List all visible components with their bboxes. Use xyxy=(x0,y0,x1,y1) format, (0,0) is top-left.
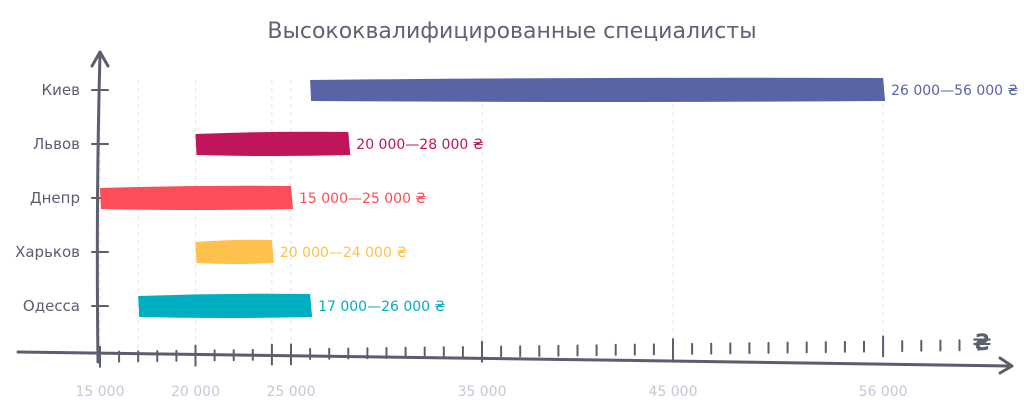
y-axis-arrow xyxy=(90,50,110,68)
range-bars xyxy=(100,77,886,318)
category-label-4: Одесса xyxy=(23,297,80,315)
labels: 15 000 20 000 25 000 35 000 45 000 56 000 Киев… xyxy=(15,81,1018,400)
range-label-3: 20 000—24 000 ₴ xyxy=(280,245,407,261)
range-label-4: 17 000—26 000 ₴ xyxy=(318,299,445,315)
category-label-2: Днепр xyxy=(30,189,80,207)
grid-lines xyxy=(99,80,884,358)
bar-0 xyxy=(310,77,886,102)
bar-3 xyxy=(195,239,274,264)
category-label-0: Киев xyxy=(42,81,80,99)
category-label-1: Львов xyxy=(33,135,80,153)
bar-2 xyxy=(100,185,293,210)
x-tick-label-3: 25 000 xyxy=(267,384,316,400)
bar-4 xyxy=(138,293,313,318)
axes xyxy=(16,50,1014,375)
category-label-3: Харьков xyxy=(15,243,80,261)
x-axis-unit: ₴ xyxy=(973,331,992,356)
bar-1 xyxy=(195,131,351,156)
x-axis-arrow xyxy=(998,356,1014,375)
x-tick-label-6: 56 000 xyxy=(859,384,908,400)
y-axis-line xyxy=(95,52,102,364)
x-tick-label-4: 35 000 xyxy=(458,384,507,400)
range-label-0: 26 000—56 000 ₴ xyxy=(891,83,1018,99)
x-axis-line xyxy=(16,350,1012,368)
range-label-1: 20 000—28 000 ₴ xyxy=(356,137,483,153)
chart-title: Высококвалифицированные специалисты xyxy=(267,19,756,44)
x-tick-label-1: 20 000 xyxy=(171,384,220,400)
x-tick-label-5: 45 000 xyxy=(649,384,698,400)
x-tick-label-0: 15 000 xyxy=(76,384,125,400)
range-label-2: 15 000—25 000 ₴ xyxy=(299,191,426,207)
